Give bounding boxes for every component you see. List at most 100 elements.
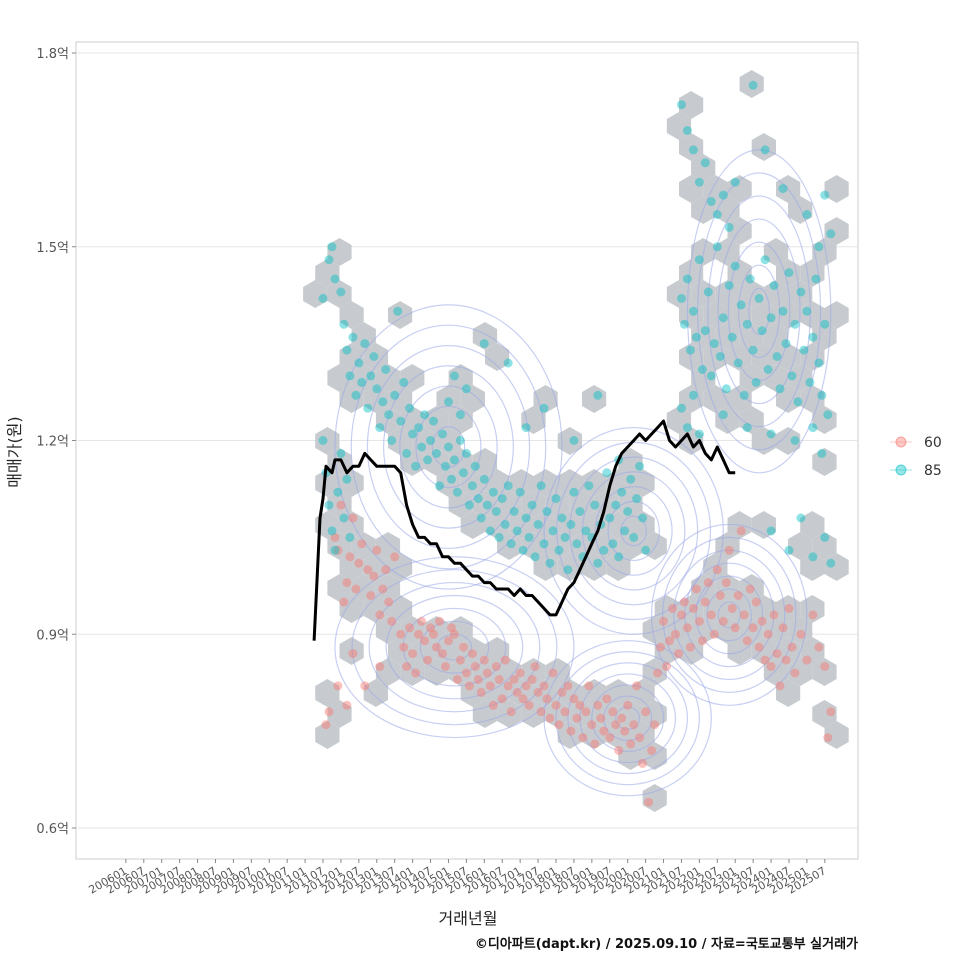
hexbin-cell — [412, 427, 437, 455]
data-point-60 — [679, 597, 689, 607]
data-point-85 — [614, 552, 624, 562]
hexbin-cell — [776, 595, 801, 623]
data-point-85 — [530, 552, 540, 562]
data-point-85 — [318, 293, 328, 303]
data-point-60 — [712, 565, 722, 575]
hexbin-cell — [545, 490, 570, 518]
density-contour — [351, 569, 558, 726]
hexbin-cell — [557, 679, 582, 707]
data-point-60 — [682, 623, 692, 633]
data-point-85 — [754, 293, 764, 303]
data-point-85 — [348, 332, 358, 342]
data-point-60 — [542, 694, 552, 704]
density-contour — [555, 651, 700, 786]
hexbin-cell — [400, 658, 425, 686]
data-point-85 — [790, 436, 800, 445]
hexbin-cell — [327, 490, 352, 518]
hexbin-cell — [800, 301, 825, 329]
hexbin-cell — [776, 385, 801, 413]
density-contour — [350, 324, 547, 570]
hexbin-cell — [763, 280, 789, 308]
data-point-85 — [712, 242, 722, 252]
data-point-85 — [542, 507, 552, 516]
hexbin-cell — [400, 406, 425, 434]
data-point-60 — [336, 500, 346, 510]
data-point-85 — [808, 423, 818, 433]
data-point-60 — [775, 681, 785, 691]
data-point-60 — [563, 681, 573, 691]
data-point-85 — [539, 539, 549, 549]
hexbin-cell — [351, 322, 376, 350]
hexbin-cell — [679, 133, 704, 161]
data-point-60 — [572, 713, 582, 723]
data-point-60 — [423, 655, 433, 665]
data-point-85 — [324, 255, 334, 265]
data-point-85 — [742, 423, 752, 433]
hexbin-cell — [606, 511, 631, 539]
hexbin-cell — [727, 175, 752, 203]
hexbin-cell — [497, 490, 522, 518]
data-point-85 — [766, 429, 776, 439]
data-point-60 — [671, 629, 680, 639]
data-point-85 — [569, 436, 579, 445]
data-point-85 — [787, 371, 797, 381]
hexbin-cell — [400, 448, 425, 476]
data-point-85 — [524, 532, 534, 542]
data-point-60 — [644, 797, 654, 807]
data-point-85 — [363, 403, 373, 413]
density-contour — [620, 515, 648, 547]
data-point-85 — [688, 390, 698, 400]
hexbin-cell — [666, 112, 692, 140]
density-contour — [368, 581, 541, 713]
hexbin-cell — [800, 637, 825, 665]
data-point-85 — [763, 365, 773, 374]
data-point-60 — [438, 649, 447, 659]
data-point-60 — [802, 655, 812, 665]
data-point-60 — [348, 649, 358, 659]
density-contour — [436, 633, 473, 661]
data-point-85 — [470, 461, 480, 471]
data-point-60 — [674, 649, 683, 659]
data-point-60 — [665, 636, 674, 646]
data-point-60 — [602, 694, 612, 704]
data-point-85 — [467, 481, 477, 491]
data-point-85 — [393, 306, 403, 316]
hexbin-cell — [339, 595, 364, 623]
data-point-85 — [605, 513, 615, 523]
data-point-60 — [378, 584, 388, 594]
data-point-60 — [372, 545, 382, 555]
data-point-85 — [449, 455, 459, 465]
data-point-85 — [500, 520, 510, 529]
data-point-85 — [772, 352, 782, 361]
hexbin-cell — [557, 469, 582, 497]
trend-line — [312, 419, 736, 641]
data-point-60 — [342, 578, 352, 588]
data-point-60 — [342, 700, 352, 710]
data-point-85 — [360, 339, 370, 349]
data-point-60 — [351, 584, 361, 594]
hexbin-cell — [315, 469, 340, 497]
y-tick-label: 0.9억 — [36, 628, 69, 643]
data-point-60 — [694, 616, 704, 626]
data-point-60 — [721, 578, 731, 588]
data-point-60 — [647, 746, 657, 755]
density-contour — [695, 575, 764, 655]
hexbin-cell — [436, 637, 461, 665]
data-point-60 — [396, 629, 406, 639]
data-point-60 — [390, 552, 400, 562]
data-point-60 — [381, 565, 391, 575]
data-point-60 — [411, 668, 421, 678]
data-point-60 — [503, 681, 513, 691]
data-point-60 — [444, 636, 453, 646]
data-point-85 — [318, 436, 328, 445]
hexbin-cell — [339, 553, 364, 581]
hexbin-cell — [630, 511, 655, 539]
hexbin-cell — [545, 700, 570, 728]
data-point-85 — [751, 377, 761, 387]
data-point-85 — [593, 390, 603, 400]
data-point-85 — [629, 532, 639, 542]
density-contour — [581, 471, 686, 591]
hexbin-cell — [327, 364, 352, 392]
data-point-60 — [333, 681, 343, 691]
hexbin-cell — [436, 385, 461, 413]
